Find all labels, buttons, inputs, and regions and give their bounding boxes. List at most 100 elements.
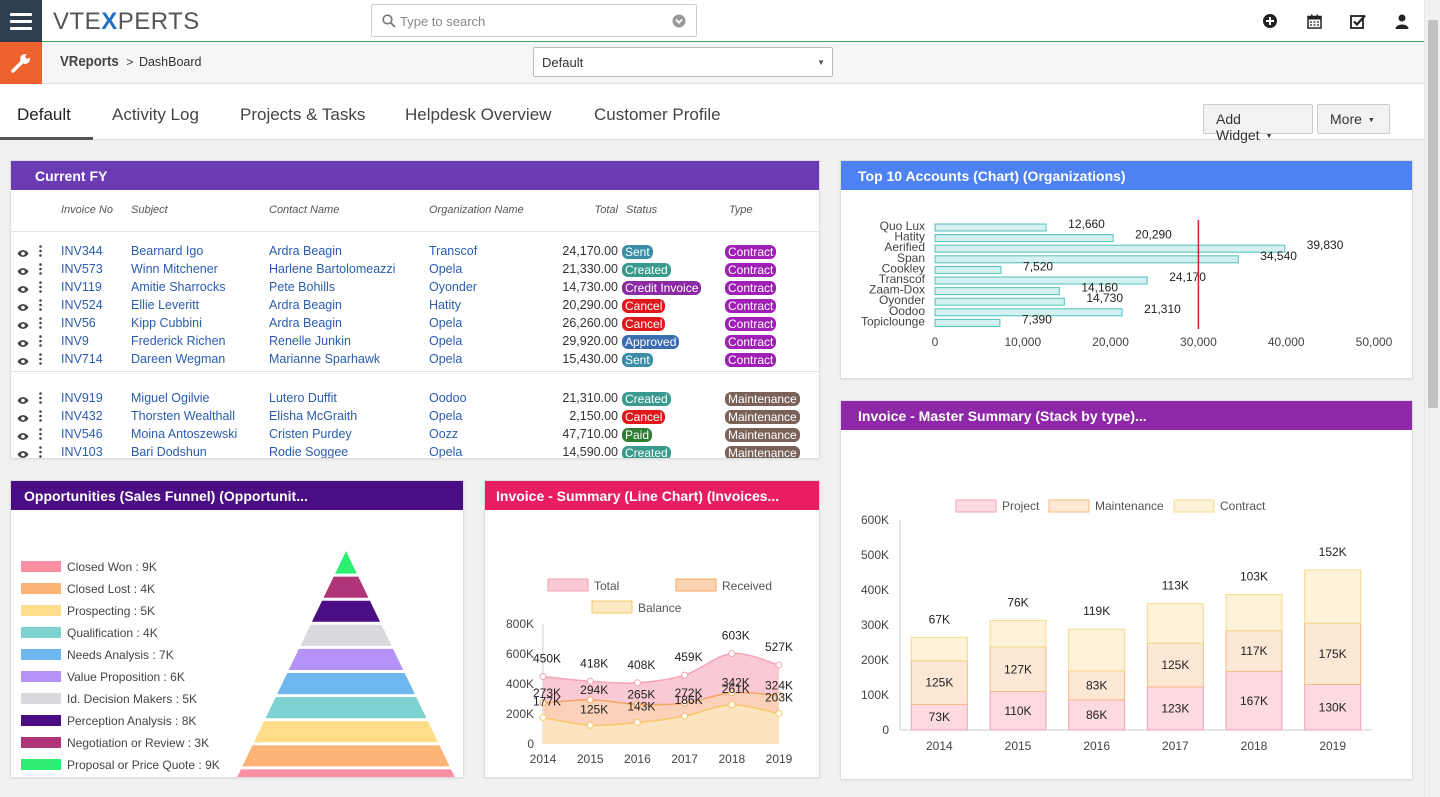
- legend-swatch[interactable]: [21, 627, 61, 638]
- bar[interactable]: [934, 234, 1114, 243]
- invoice-no-link[interactable]: INV9: [61, 334, 89, 348]
- calendar-icon[interactable]: [1303, 10, 1325, 32]
- column-header-invoice-no[interactable]: Invoice No: [61, 204, 113, 216]
- contact-link[interactable]: Cristen Purdey: [269, 427, 352, 441]
- more-vertical-icon[interactable]: [39, 353, 42, 368]
- legend-label[interactable]: Maintenance: [1095, 499, 1164, 513]
- legend-label[interactable]: Received: [722, 579, 772, 593]
- eye-icon[interactable]: [17, 429, 29, 444]
- legend-swatch[interactable]: [21, 671, 61, 682]
- legend-swatch[interactable]: [955, 499, 997, 513]
- tab-default[interactable]: Default: [0, 105, 93, 140]
- legend-swatch[interactable]: [547, 578, 589, 592]
- more-vertical-icon[interactable]: [39, 410, 42, 425]
- organization-link[interactable]: Opela: [429, 262, 463, 276]
- contact-link[interactable]: Marianne Sparhawk: [269, 352, 381, 366]
- menu-icon[interactable]: [0, 0, 42, 42]
- funnel-segment[interactable]: [311, 600, 381, 622]
- user-icon[interactable]: [1391, 10, 1413, 32]
- bar[interactable]: [934, 276, 1148, 285]
- table-row[interactable]: INV524 Ellie Leveritt Ardra Beagin Hatity 20…: [11, 297, 819, 315]
- eye-icon[interactable]: [17, 411, 29, 426]
- legend-swatch[interactable]: [1173, 499, 1215, 513]
- bar-segment[interactable]: [989, 691, 1047, 731]
- contact-link[interactable]: Ardra Beagin: [269, 298, 342, 312]
- legend-label[interactable]: Negotiation or Review : 3K: [67, 736, 209, 750]
- legend-swatch[interactable]: [21, 715, 61, 726]
- bar-segment[interactable]: [1068, 699, 1126, 731]
- tab-projects-tasks[interactable]: Projects & Tasks: [240, 105, 366, 124]
- invoice-no-link[interactable]: INV103: [61, 445, 103, 459]
- invoice-no-link[interactable]: INV56: [61, 316, 96, 330]
- series-line[interactable]: [542, 704, 780, 727]
- contact-link[interactable]: Rodie Soggee: [269, 445, 349, 459]
- legend-label[interactable]: Total: [594, 579, 619, 593]
- breadcrumb-module[interactable]: VReports: [60, 53, 119, 70]
- eye-icon[interactable]: [17, 354, 29, 369]
- table-row[interactable]: INV432 Thorsten Wealthall Elisha McGraith O…: [11, 408, 819, 426]
- legend-swatch[interactable]: [1048, 499, 1090, 513]
- contact-link[interactable]: Harlene Bartolomeazzi: [269, 262, 396, 276]
- eye-icon[interactable]: [17, 336, 29, 351]
- legend-swatch[interactable]: [21, 649, 61, 660]
- chevron-down-icon[interactable]: [672, 14, 686, 28]
- column-header-total[interactable]: Total: [594, 204, 618, 216]
- bar[interactable]: [934, 308, 1123, 317]
- app-logo[interactable]: VTEXPERTS: [53, 8, 200, 35]
- bar-segment[interactable]: [910, 660, 968, 705]
- legend-swatch[interactable]: [21, 693, 61, 704]
- search-input[interactable]: [400, 11, 660, 31]
- series-line[interactable]: [542, 691, 780, 706]
- organization-link[interactable]: Transcof: [429, 244, 478, 258]
- subject-link[interactable]: Winn Mitchener: [131, 262, 218, 276]
- widget-title[interactable]: Invoice - Summary (Line Chart) (Invoices…: [485, 481, 819, 510]
- legend-label[interactable]: Closed Won : 9K: [67, 560, 157, 574]
- subject-link[interactable]: Dareen Wegman: [131, 352, 226, 366]
- legend-swatch[interactable]: [675, 578, 717, 592]
- data-point[interactable]: [539, 713, 547, 721]
- more-vertical-icon[interactable]: [39, 281, 42, 296]
- legend-swatch[interactable]: [21, 605, 61, 616]
- data-point[interactable]: [633, 719, 641, 727]
- legend-label[interactable]: Balance: [638, 601, 682, 615]
- more-vertical-icon[interactable]: [39, 428, 42, 443]
- data-point[interactable]: [586, 721, 594, 729]
- subject-link[interactable]: Miguel Ogilvie: [131, 391, 210, 405]
- more-vertical-icon[interactable]: [39, 446, 42, 458]
- data-point[interactable]: [775, 661, 783, 669]
- bar-segment[interactable]: [1225, 671, 1283, 731]
- legend-label[interactable]: Closed Lost : 4K: [67, 582, 155, 596]
- legend-swatch[interactable]: [21, 737, 61, 748]
- more-vertical-icon[interactable]: [39, 392, 42, 407]
- table-row[interactable]: INV344 Bearnard Igo Ardra Beagin Transcof 24…: [11, 243, 819, 261]
- invoice-no-link[interactable]: INV524: [61, 298, 103, 312]
- eye-icon[interactable]: [17, 393, 29, 408]
- bar-segment[interactable]: [1146, 642, 1204, 688]
- data-point[interactable]: [728, 650, 736, 658]
- more-vertical-icon[interactable]: [39, 299, 42, 314]
- funnel-segment[interactable]: [277, 673, 415, 695]
- data-point[interactable]: [586, 696, 594, 704]
- tasks-checkbox-icon[interactable]: [1347, 10, 1369, 32]
- invoice-no-link[interactable]: INV714: [61, 352, 103, 366]
- page-scrollbar[interactable]: [1424, 0, 1440, 797]
- bar[interactable]: [934, 244, 1286, 253]
- bar-segment[interactable]: [1225, 630, 1283, 673]
- bar-segment[interactable]: [1146, 603, 1204, 644]
- bar-segment[interactable]: [1225, 594, 1283, 632]
- bar-segment[interactable]: [1146, 686, 1204, 731]
- table-row[interactable]: INV103 Bari Dodshun Rodie Soggee Opela 14,59…: [11, 444, 819, 459]
- data-point[interactable]: [681, 699, 689, 707]
- tab-activity-log[interactable]: Activity Log: [112, 105, 199, 124]
- widget-title[interactable]: Top 10 Accounts (Chart) (Organizations): [841, 161, 1412, 190]
- data-point[interactable]: [728, 689, 736, 697]
- funnel-segment[interactable]: [253, 721, 439, 743]
- more-vertical-icon[interactable]: [39, 245, 42, 260]
- data-point[interactable]: [728, 701, 736, 709]
- subject-link[interactable]: Kipp Cubbini: [131, 316, 202, 330]
- legend-swatch[interactable]: [591, 600, 633, 614]
- add-widget-button[interactable]: Add Widget ▼: [1203, 104, 1313, 143]
- wrench-icon[interactable]: [0, 42, 42, 84]
- dashboard-view-select[interactable]: Default ▼: [533, 47, 833, 77]
- organization-link[interactable]: Hatity: [429, 298, 461, 312]
